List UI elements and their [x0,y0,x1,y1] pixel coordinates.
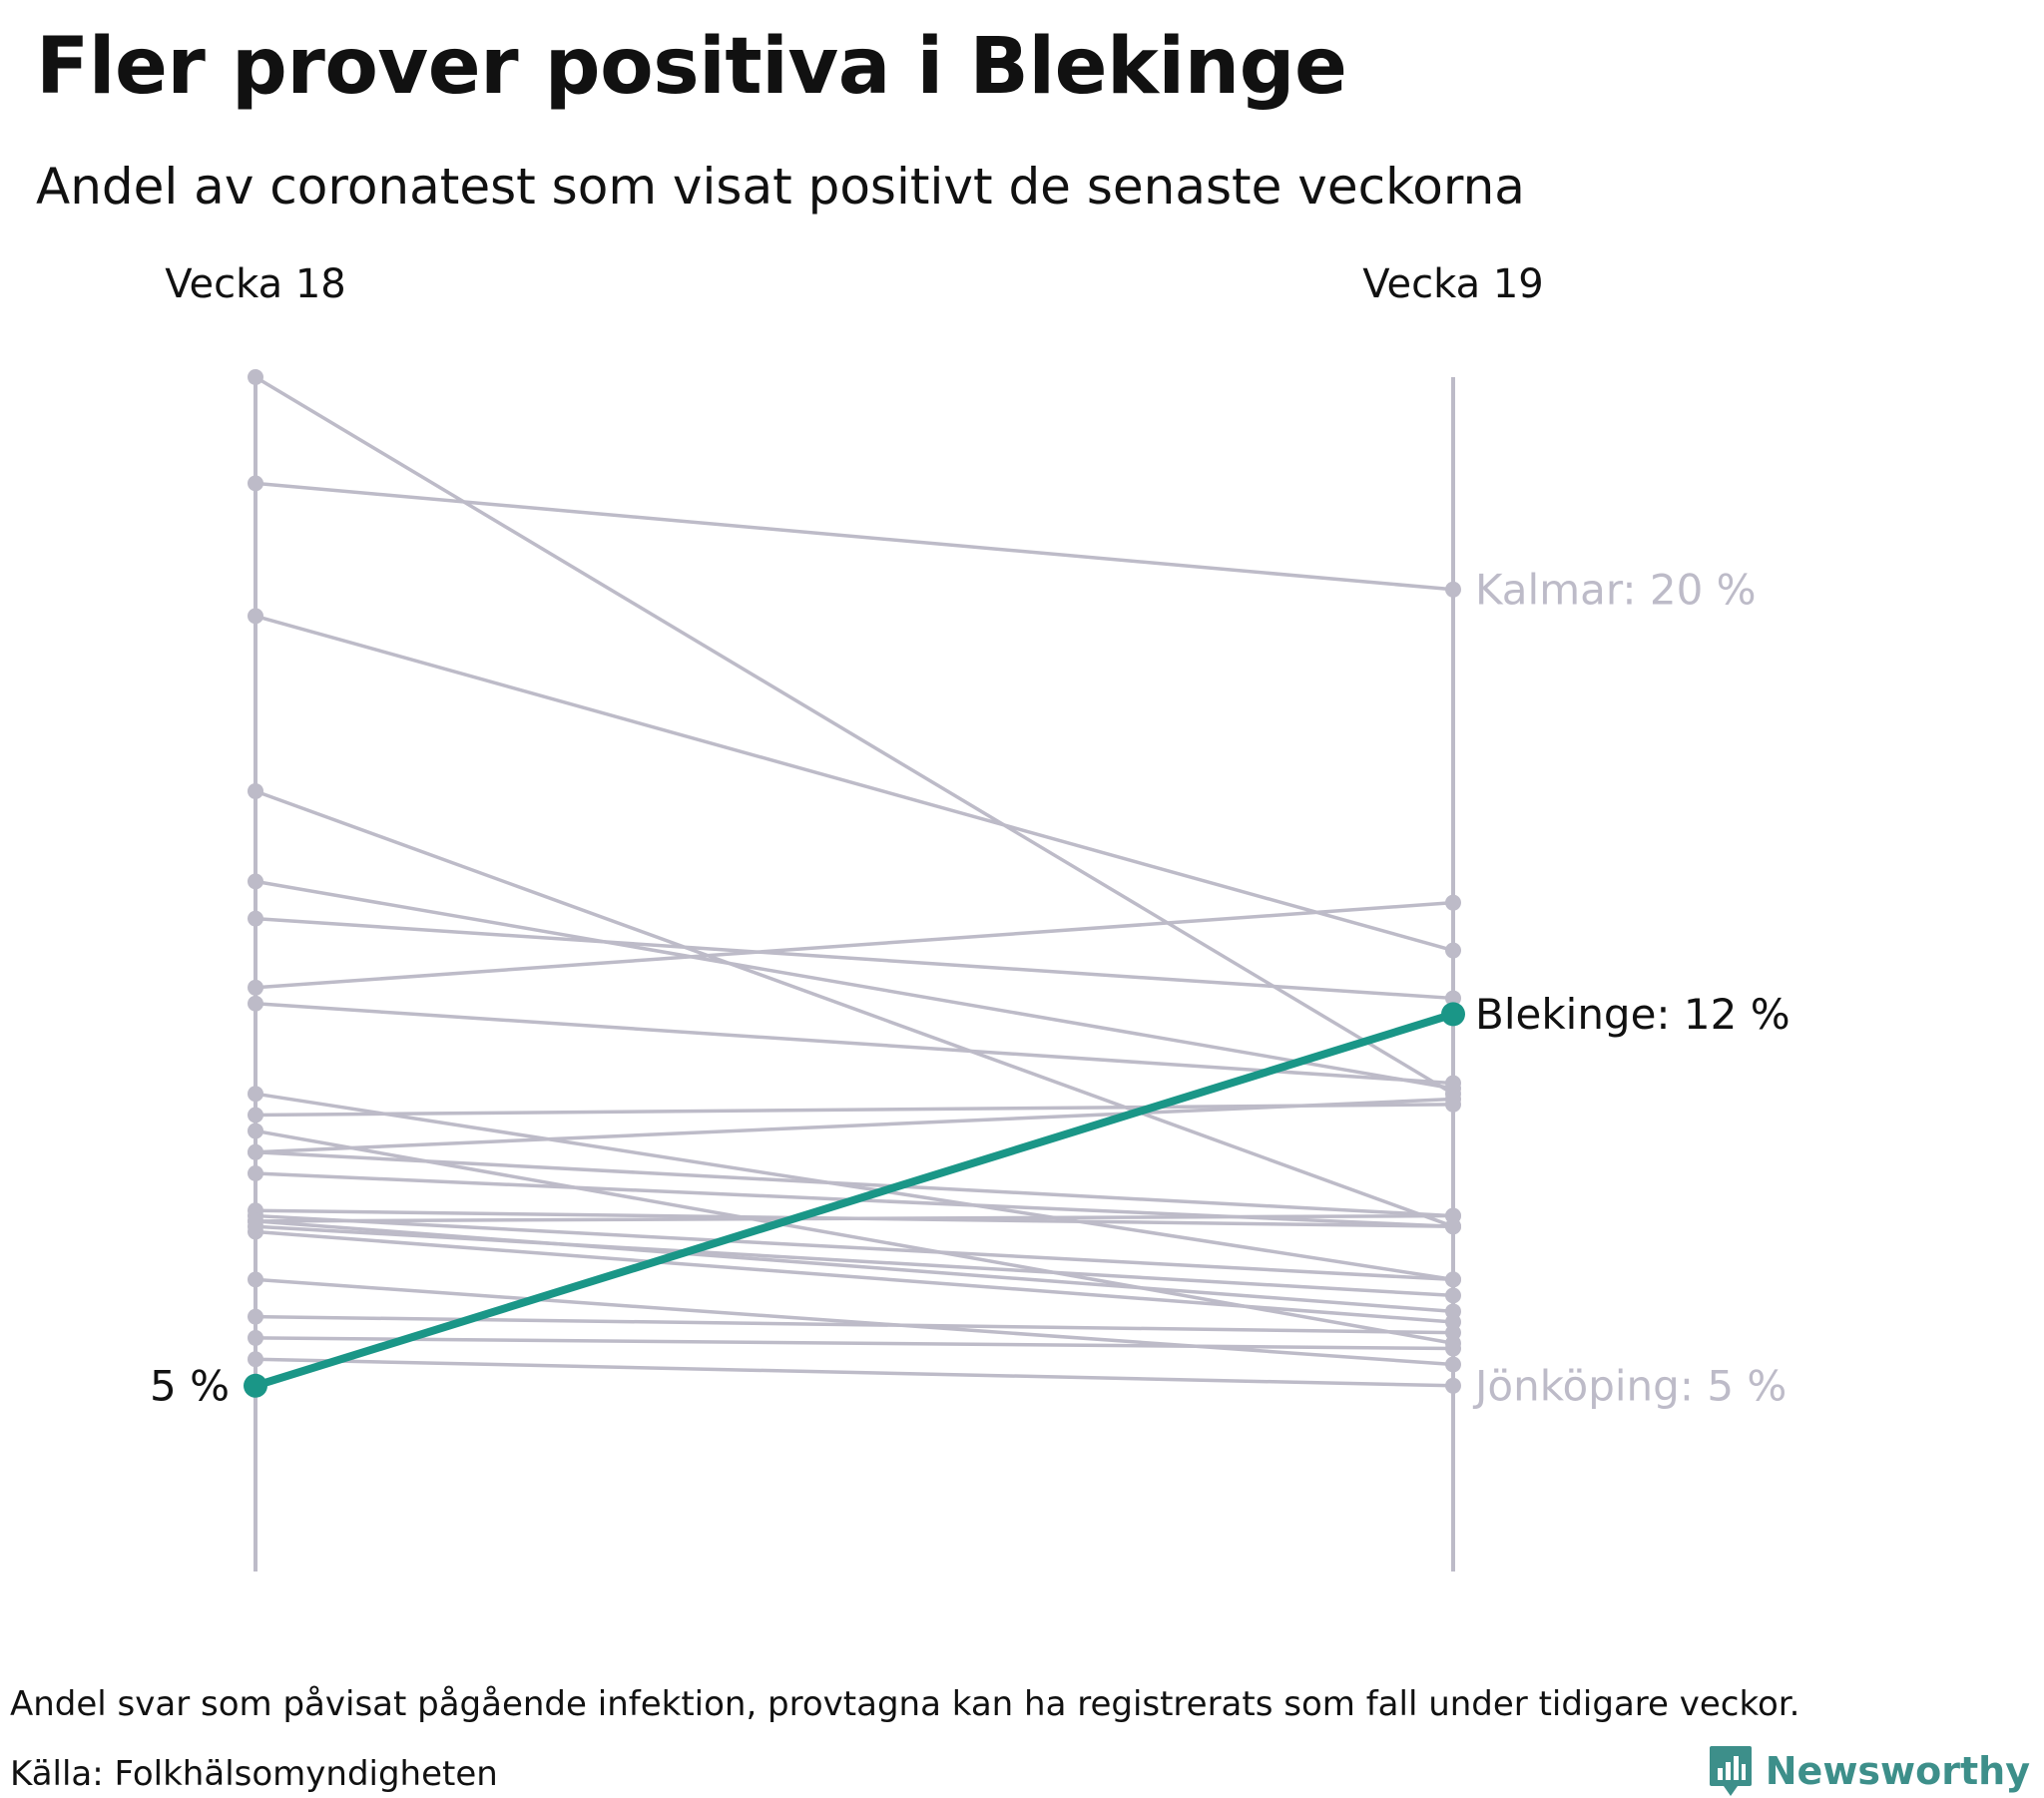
point-vecka-19 [1445,942,1461,959]
series-12 [248,1091,1461,1160]
brand: Newsworthy [1708,1744,2030,1798]
footnote: Andel svar som påvisat pågående infektio… [10,1684,1800,1724]
series-line [255,900,1454,990]
point-vecka-18 [248,1351,263,1368]
point-vecka-18 [248,1308,263,1325]
muted-series-group [248,369,1461,1394]
series-line [255,1149,1454,1218]
point-vecka-18 [248,1165,263,1181]
point-vecka-18 [248,1123,263,1139]
value-label-top: Kalmar: 20 % [1475,565,1757,614]
series-line [255,1219,1454,1314]
point-vecka-19 [1445,1287,1461,1304]
point-vecka-18 [248,1086,263,1103]
point-vecka-18 [248,1329,263,1346]
point-vecka-19 [1445,1207,1461,1224]
series-20 [248,1271,1461,1373]
point-vecka-19 [1445,1091,1461,1108]
series-line [255,1357,1454,1388]
series-line [255,1277,1454,1367]
slope-chart: Vecka 18 Vecka 19 5 % Blekinge: 12 % Kalma… [150,261,1790,1572]
point-vecka-19 [1445,1324,1461,1341]
value-label-bottom: Jönköping: 5 % [1472,1361,1787,1410]
chart-title: Fler prover positiva i Blekinge [36,22,1347,112]
point-vecka-18 [248,1218,263,1235]
series-line [255,375,1454,1096]
series-line [255,879,1454,1091]
series-line [255,1092,1454,1282]
point-vecka-19 [1445,1340,1461,1357]
point-vecka-19 [1445,990,1461,1007]
highlight-series-group [244,1002,1465,1398]
point-vecka-18 [248,1143,263,1160]
series-11 [248,1096,1461,1124]
point-vecka-18 [248,910,263,927]
value-label-left: 5 % [150,1361,230,1410]
series-5 [248,782,1461,1235]
point-vecka-19 [1445,1271,1461,1288]
newsworthy-logo-icon [1709,1746,1752,1796]
value-label-highlight: Blekinge: 12 % [1475,990,1790,1039]
point-vecka-18 [248,782,263,799]
point-vecka-19 [1445,1303,1461,1320]
value-labels-group: 5 % Blekinge: 12 % Kalmar: 20 % Jönköping: … [150,565,1790,1410]
series-10 [248,1086,1461,1288]
series-line [255,614,1454,953]
series-21 [248,1308,1461,1341]
highlight-line [252,1010,1457,1390]
series-4 [248,608,1461,959]
series-line [255,789,1454,1228]
series-3 [248,369,1461,1103]
highlight-point-vecka-19 [1441,1002,1465,1027]
point-vecka-18 [248,873,263,890]
series-line [255,481,1454,592]
series-line [255,1103,1454,1118]
category-label-right: Vecka 19 [1362,261,1543,307]
series-line [255,1002,1454,1086]
point-vecka-19 [1445,581,1461,598]
series-line [255,1314,1454,1335]
point-vecka-19 [1445,1356,1461,1373]
series-kalmar [248,475,1461,598]
chart-subtitle: Andel av coronatest som visat positivt d… [36,158,1525,216]
highlight-point-vecka-18 [244,1373,267,1398]
series-jönköping [248,1351,1461,1394]
series-23 [248,1212,1461,1320]
point-vecka-18 [248,475,263,492]
series-line [255,1336,1454,1351]
point-vecka-18 [248,1271,263,1288]
category-label-left: Vecka 18 [165,261,345,307]
series-line [255,1213,1454,1223]
series-line [255,1229,1454,1324]
point-vecka-19 [1445,894,1461,911]
series-8 [248,894,1461,996]
series-blekinge [244,1002,1465,1398]
series-line [255,1224,1454,1298]
series-7 [248,910,1461,1007]
point-vecka-18 [248,995,263,1012]
point-vecka-18 [248,979,263,996]
point-vecka-19 [1445,1075,1461,1092]
source-line: Källa: Folkhälsomyndigheten [10,1754,498,1794]
point-vecka-18 [248,1107,263,1124]
series-line [255,1213,1454,1282]
brand-name: Newsworthy [1765,1749,2030,1793]
series-22 [248,1329,1461,1357]
point-vecka-18 [248,608,263,625]
point-vecka-18 [248,369,263,385]
series-24 [248,1218,1461,1304]
series-line [255,916,1454,1001]
series-9 [248,995,1461,1092]
series-line [255,1097,1454,1154]
point-vecka-19 [1445,1377,1461,1394]
